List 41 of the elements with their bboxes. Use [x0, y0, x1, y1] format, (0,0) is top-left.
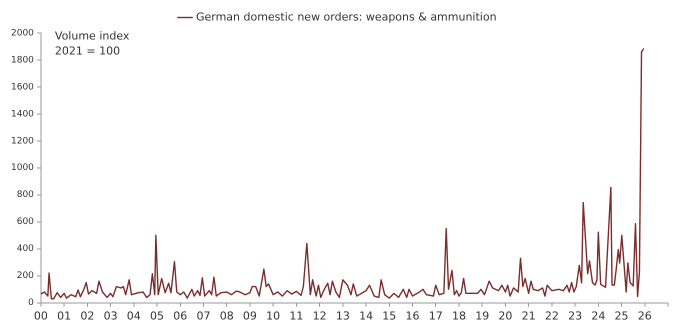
- x-tick-label: 14: [359, 309, 374, 322]
- x-tick-label: 26: [638, 309, 652, 322]
- x-tick-label: 10: [266, 309, 280, 322]
- x-tick-label: 07: [196, 309, 210, 322]
- x-tick-label: 22: [544, 309, 559, 322]
- x-tick-label: 00: [34, 309, 48, 322]
- x-tick-label: 23: [568, 309, 582, 322]
- x-tick-label: 25: [614, 309, 629, 322]
- x-tick-label: 17: [428, 309, 443, 322]
- y-tick-label: 1200: [11, 136, 34, 146]
- y-tick-label: 1600: [11, 82, 34, 92]
- x-tick-label: 11: [289, 309, 304, 322]
- x-tick-label: 15: [382, 309, 396, 322]
- x-tick-label: 04: [126, 309, 141, 322]
- x-tick-label: 02: [80, 309, 94, 322]
- y-tick-label: 1800: [11, 55, 34, 66]
- x-tick-label: 06: [173, 309, 188, 322]
- x-tick-label: 05: [150, 309, 164, 322]
- y-tick-label: 1400: [11, 109, 34, 120]
- y-tick-label: 2000: [11, 28, 34, 38]
- y-tick-label: 200: [16, 271, 34, 282]
- x-tick-label: 03: [104, 309, 118, 322]
- x-tick-label: 24: [591, 309, 606, 322]
- y-tick-label: 600: [16, 217, 34, 228]
- x-tick-label: 12: [312, 309, 327, 322]
- y-tick-label: 800: [16, 190, 34, 200]
- y-tick-label: 1000: [11, 163, 34, 174]
- y-tick-label: 0: [28, 298, 34, 308]
- x-tick-label: 21: [522, 309, 536, 322]
- x-tick-label: 20: [498, 309, 512, 322]
- x-tick-label: 16: [406, 309, 420, 322]
- x-tick-label: 08: [220, 309, 234, 322]
- y-axis-title: Volume index: [54, 29, 130, 42]
- x-tick-label: 18: [452, 309, 466, 322]
- x-tick-label: 01: [57, 309, 72, 322]
- y-tick-label: 400: [16, 244, 34, 254]
- x-tick-label: 13: [336, 309, 350, 322]
- x-tick-label: 09: [242, 309, 257, 322]
- legend-label: German domestic new orders: weapons & ammunition: [196, 10, 497, 24]
- x-tick-label: 19: [475, 309, 490, 322]
- annotation: 2021 = 100: [54, 44, 120, 58]
